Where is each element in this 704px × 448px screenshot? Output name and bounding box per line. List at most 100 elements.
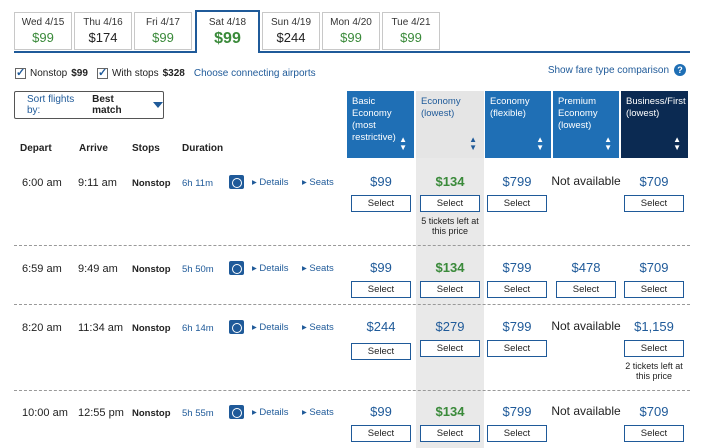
duration-link[interactable]: 5h 50m	[182, 264, 214, 275]
fare-price: $99	[370, 260, 392, 275]
seats-label: Seats	[309, 322, 334, 333]
duration-link[interactable]: 6h 14m	[182, 323, 214, 334]
connecting-airports-link[interactable]: Choose connecting airports	[193, 67, 316, 79]
select-button[interactable]: Select	[624, 425, 684, 442]
with-stops-checkbox[interactable]	[96, 66, 108, 79]
date-tab-price: $174	[88, 30, 118, 45]
nonstop-checkbox[interactable]	[15, 66, 26, 79]
fare-price: $134	[435, 404, 465, 419]
depart-time: 8:20 am	[22, 322, 62, 334]
details-link[interactable]: ▸ Details	[252, 322, 289, 333]
details-link[interactable]: ▸ Details	[252, 407, 289, 418]
date-tab-sat[interactable]: Sat 4/18 $99	[195, 10, 260, 53]
fare-price: Not available	[551, 319, 621, 333]
select-button[interactable]: Select	[420, 340, 480, 357]
select-button[interactable]: Select	[351, 343, 411, 360]
details-link[interactable]: ▸ Details	[252, 263, 289, 274]
select-button[interactable]: Select	[487, 195, 547, 212]
select-button[interactable]: Select	[487, 281, 547, 298]
fare-price: $799	[502, 260, 532, 275]
date-tab-day: Tue 4/21	[391, 17, 431, 28]
fare-business-first: $709 Select	[620, 174, 688, 212]
date-tab-fri[interactable]: Fri 4/17 $99	[134, 12, 192, 50]
fare-header-economy-flexible[interactable]: Economy (flexible) ▲ ▼	[485, 91, 551, 158]
select-button[interactable]: Select	[624, 340, 684, 357]
fare-basic-economy: $99 Select	[347, 404, 415, 442]
details-label: Details	[259, 263, 289, 274]
select-button[interactable]: Select	[420, 425, 480, 442]
sort-arrows-icon: ▲ ▼	[604, 135, 612, 152]
depart-time: 6:59 am	[22, 263, 62, 275]
details-link[interactable]: ▸ Details	[252, 177, 289, 188]
col-arrive: Arrive	[79, 143, 108, 154]
fare-comparison-link[interactable]: Show fare type comparison	[547, 64, 669, 76]
fare-economy: $134 Select 5 tickets left at this price	[416, 174, 484, 236]
select-button[interactable]: Select	[351, 195, 411, 212]
duration-link[interactable]: 6h 11m	[182, 178, 213, 189]
seats-label: Seats	[309, 407, 334, 418]
help-icon[interactable]: ?	[674, 64, 686, 76]
select-button[interactable]: Select	[487, 425, 547, 442]
date-tab-price: $99	[152, 30, 174, 45]
fare-price: $799	[502, 319, 532, 334]
fare-price: $99	[370, 404, 392, 419]
fare-header-label: Business/First (lowest)	[626, 96, 686, 119]
fare-price: $99	[370, 174, 392, 189]
select-button[interactable]: Select	[351, 281, 411, 298]
date-tab-thu[interactable]: Thu 4/16 $174	[74, 12, 132, 50]
date-tab-mon[interactable]: Mon 4/20 $99	[322, 12, 380, 50]
airline-logo-icon	[229, 175, 244, 189]
fare-header-premium-economy[interactable]: Premium Economy (lowest) ▲ ▼	[553, 91, 619, 158]
seats-link[interactable]: ▸ Seats	[302, 263, 334, 274]
date-tab-day: Wed 4/15	[21, 17, 65, 28]
sort-arrows-icon: ▲ ▼	[536, 135, 544, 152]
seats-link[interactable]: ▸ Seats	[302, 177, 334, 188]
seats-link[interactable]: ▸ Seats	[302, 407, 334, 418]
seats-link[interactable]: ▸ Seats	[302, 322, 334, 333]
fare-business-first: $1,159 Select 2 tickets left at this pri…	[620, 319, 688, 381]
fare-header-basic-economy[interactable]: Basic Economy (most restrictive) ▲ ▼	[347, 91, 414, 158]
date-tab-price: $99	[214, 30, 241, 47]
fare-header-label: Premium Economy (lowest)	[558, 96, 598, 131]
fare-economy: $279 Select	[416, 319, 484, 357]
date-tab-tue[interactable]: Tue 4/21 $99	[382, 12, 440, 50]
fare-price: $799	[502, 404, 532, 419]
duration-link[interactable]: 5h 55m	[182, 408, 214, 419]
stops: Nonstop	[132, 323, 171, 334]
fare-basic-economy: $99 Select	[347, 260, 415, 298]
depart-time: 10:00 am	[22, 407, 68, 419]
select-button[interactable]: Select	[351, 425, 411, 442]
row-divider	[14, 304, 690, 305]
fare-price: $1,159	[634, 319, 674, 334]
arrive-time: 9:11 am	[78, 177, 117, 189]
tickets-left-note: 2 tickets left at this price	[625, 361, 683, 381]
select-button[interactable]: Select	[487, 340, 547, 357]
select-button[interactable]: Select	[420, 195, 480, 212]
fare-header-economy[interactable]: Economy (lowest) ▲ ▼	[416, 91, 484, 158]
fare-price: $279	[435, 319, 465, 334]
row-divider	[14, 390, 690, 391]
sort-dropdown[interactable]: Sort flights by: Best match	[14, 91, 164, 119]
with-stops-label: With stops	[111, 67, 159, 79]
fare-price: Not available	[551, 174, 621, 188]
date-tab-price: $99	[400, 30, 422, 45]
nonstop-label: Nonstop	[30, 67, 68, 79]
sort-value: Best match	[92, 94, 122, 116]
select-button[interactable]: Select	[556, 281, 616, 298]
fare-price: $709	[639, 174, 669, 189]
select-button[interactable]: Select	[624, 195, 684, 212]
arrive-time: 9:49 am	[78, 263, 118, 275]
col-duration: Duration	[182, 143, 224, 154]
date-tab-wed[interactable]: Wed 4/15 $99	[14, 12, 72, 50]
fare-header-business-first[interactable]: Business/First (lowest) ▲ ▼	[621, 91, 688, 158]
col-depart: Depart	[20, 143, 52, 154]
fare-price: $134	[435, 174, 465, 189]
airline-logo-icon	[229, 405, 244, 419]
fare-basic-economy: Select	[347, 339, 415, 360]
fare-premium-economy: Not available	[551, 174, 620, 191]
select-button[interactable]: Select	[420, 281, 480, 298]
select-button[interactable]: Select	[624, 281, 684, 298]
date-tab-sun[interactable]: Sun 4/19 $244	[262, 12, 320, 50]
fare-economy: $134 Select	[416, 404, 484, 442]
fare-price: $478	[571, 260, 601, 275]
